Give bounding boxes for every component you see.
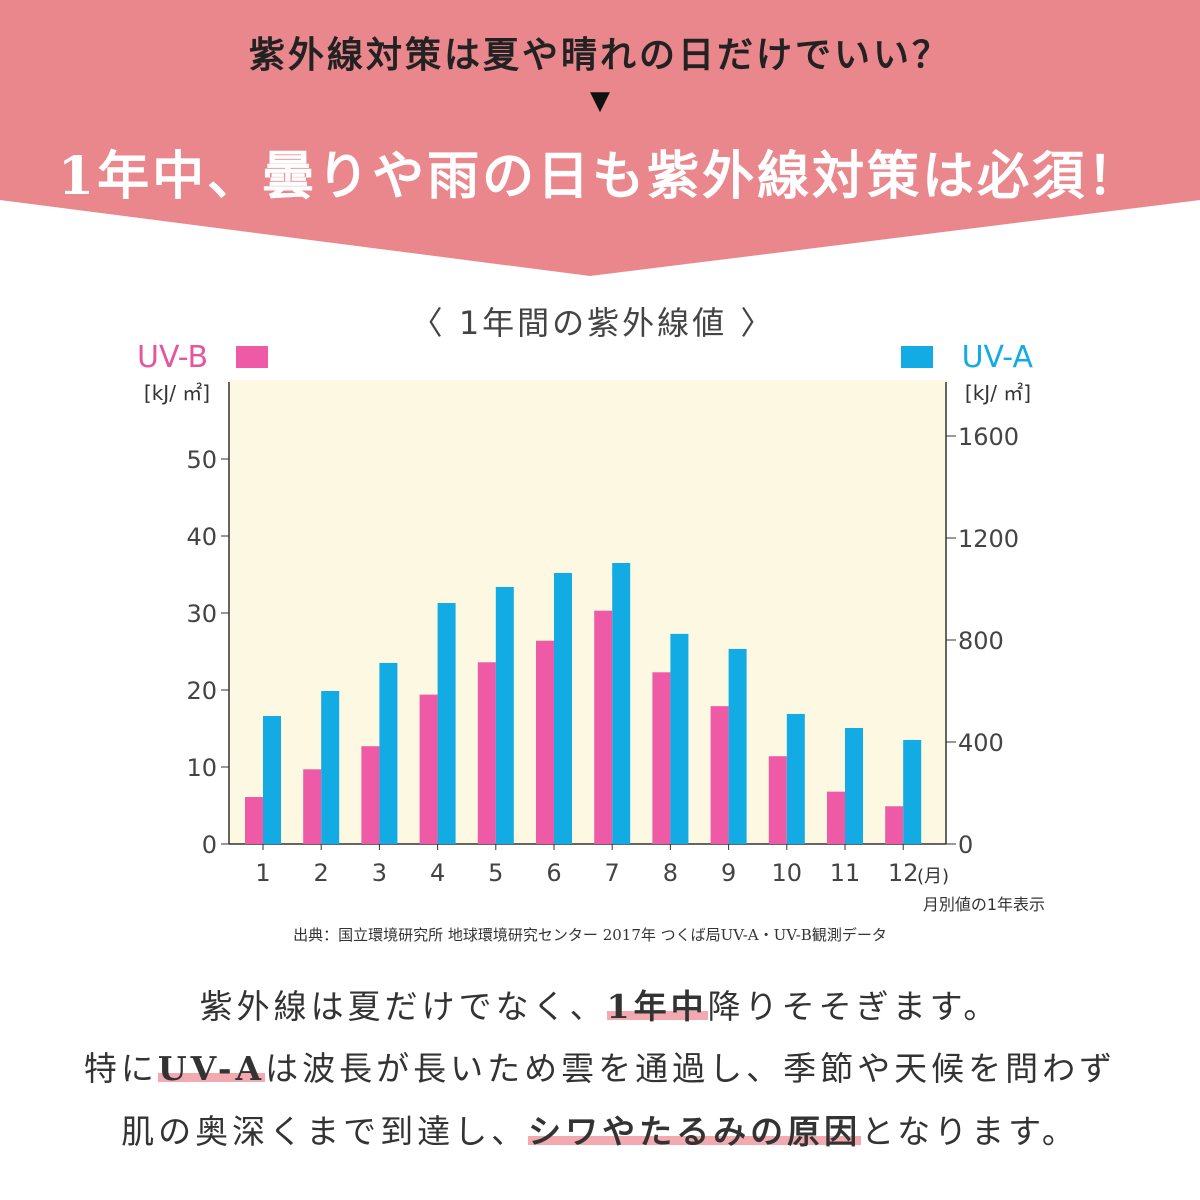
bar-uva-6 (554, 572, 572, 844)
x-tick-label: 4 (430, 859, 445, 887)
bar-uva-7 (612, 562, 631, 844)
down-arrow-icon: ▼ (590, 86, 610, 116)
left-tick-label: 0 (202, 831, 217, 859)
highlight-text: UV-A (157, 1049, 266, 1088)
bar-uva-10 (786, 713, 805, 844)
bar-uva-12 (903, 739, 922, 844)
banner-shape (0, 0, 1200, 276)
right-axis-unit: [kJ/ ㎡] (965, 381, 1031, 405)
bar-uvb-8 (652, 672, 671, 844)
bar-uvb-9 (710, 706, 729, 844)
left-tick-label: 50 (186, 446, 217, 474)
plot-area (229, 380, 946, 844)
chart-title: 〈 1年間の紫外線値 〉 (411, 304, 776, 342)
bar-uvb-7 (594, 610, 613, 844)
x-tick-label: 12 (888, 859, 919, 887)
body-text: となります。 (861, 1112, 1079, 1151)
bar-uvb-1 (245, 797, 263, 844)
x-tick-label: 9 (721, 859, 736, 887)
bar-uva-3 (379, 662, 398, 844)
x-tick-label: 11 (830, 859, 861, 887)
bar-uva-2 (321, 691, 340, 844)
body-text: は波長が長いため雲を通過し、季節や天候を問わず (265, 1049, 1117, 1088)
bar-uva-9 (728, 648, 747, 844)
x-tick-label: 7 (605, 859, 620, 887)
legend-uva-label: UV-A (962, 340, 1034, 375)
bar-uvb-6 (536, 640, 554, 844)
left-tick-label: 30 (186, 600, 217, 628)
bar-uvb-11 (827, 791, 845, 844)
x-tick-label: 5 (488, 859, 503, 887)
x-tick-label: 3 (372, 859, 387, 887)
bar-uvb-10 (768, 756, 787, 844)
bar-uvb-4 (419, 694, 438, 844)
body-line-1: 紫外線は夏だけでなく、1年中降りそそぎます。 (0, 980, 1200, 1028)
left-tick-label: 40 (186, 523, 217, 551)
legend-uvb-label: UV-B (137, 340, 208, 375)
left-tick-label: 10 (186, 754, 217, 782)
right-tick-label: 0 (958, 831, 973, 859)
left-axis-unit: [kJ/ ㎡] (144, 381, 210, 405)
header-banner (0, 0, 1200, 276)
x-unit: (月) (917, 866, 949, 887)
bar-uvb-5 (477, 662, 496, 844)
x-tick-label: 8 (663, 859, 678, 887)
body-text: 特に (83, 1049, 158, 1088)
chart-note: 月別値の1年表示 (923, 895, 1045, 914)
body-line-2: 特にUV-Aは波長が長いため雲を通過し、季節や天候を問わず (0, 1042, 1200, 1090)
right-tick-label: 1600 (958, 423, 1019, 451)
bar-uva-5 (495, 586, 514, 844)
bar-uvb-3 (361, 746, 380, 844)
right-tick-label: 800 (958, 627, 1004, 655)
highlight-text: 1年中 (606, 987, 708, 1026)
body-line-3: 肌の奥深くまで到達し、シワやたるみの原因となります。 (0, 1105, 1200, 1153)
right-tick-label: 1200 (958, 525, 1019, 553)
legend-uvb-swatch (236, 346, 268, 368)
bar-uva-11 (845, 727, 863, 844)
header-question: 紫外線対策は夏や晴れの日だけでいい？ (248, 34, 951, 76)
body-text: 紫外線は夏だけでなく、 (199, 987, 607, 1026)
x-tick-label: 6 (546, 859, 561, 887)
legend-uva-swatch (901, 346, 933, 368)
bar-uva-4 (437, 603, 456, 844)
header-answer: 1年中、曇りや雨の日も紫外線対策は必須！ (57, 146, 1143, 207)
x-tick-label: 1 (255, 859, 270, 887)
uv-chart: 〈 1年間の紫外線値 〉 UV-B UV-A [kJ/ ㎡] [kJ/ ㎡] 0… (137, 304, 1045, 944)
bar-uvb-12 (885, 806, 904, 844)
bar-uva-1 (263, 715, 281, 844)
body-text: 降りそそぎます。 (707, 987, 1001, 1026)
bar-uva-8 (670, 633, 689, 844)
right-tick-label: 400 (958, 729, 1004, 757)
highlight-text: シワやたるみの原因 (528, 1112, 862, 1151)
x-tick-label: 2 (314, 859, 329, 887)
x-tick-label: 10 (772, 859, 803, 887)
left-tick-label: 20 (186, 677, 217, 705)
bar-uvb-2 (303, 769, 322, 844)
chart-source: 出典：国立環境研究所 地球環境研究センター 2017年 つくば局UV-A・UV-… (293, 926, 887, 944)
body-text: 肌の奥深くまで到達し、 (121, 1112, 529, 1151)
